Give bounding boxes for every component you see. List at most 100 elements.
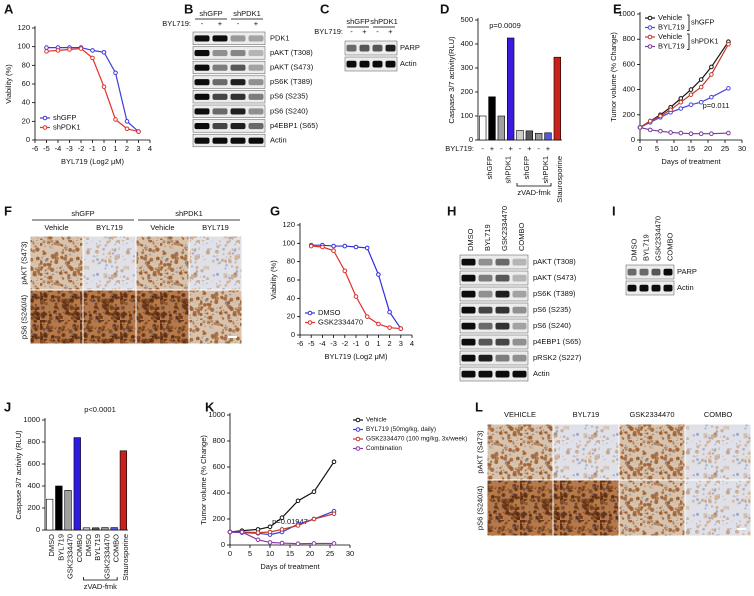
x-tick-label: -6 <box>297 339 304 348</box>
blot-row-label: Actin <box>400 59 417 68</box>
micrograph <box>189 290 242 344</box>
x-tick-label: 1 <box>376 339 380 348</box>
y-tick-label: 100 <box>460 111 473 120</box>
band <box>346 44 357 52</box>
blot-strip <box>625 280 675 296</box>
blot-row-label: pS6 (S240) <box>533 321 571 330</box>
band <box>372 60 383 68</box>
legend-label: BYL719 (50mg/kg, daily) <box>366 426 436 433</box>
blot-row-label: pS6 (S235) <box>533 305 571 314</box>
y-tick-label: 600 <box>27 459 40 468</box>
y-tick-label: 200 <box>212 514 225 523</box>
point <box>387 325 392 330</box>
x-tick-label: 1 <box>113 144 117 153</box>
legend-label: shPDK1 <box>53 122 81 131</box>
point <box>709 94 714 100</box>
blot-strip <box>192 75 266 89</box>
point <box>78 46 84 51</box>
band <box>212 49 228 57</box>
point <box>113 70 118 76</box>
legend-marker <box>647 25 653 30</box>
x-tick-label: 0 <box>228 549 232 558</box>
panel-letter: L <box>475 399 483 414</box>
blot-strip <box>459 350 529 366</box>
band <box>230 49 246 57</box>
series-line <box>639 43 729 128</box>
rotated-label: Viability (%) <box>4 64 13 104</box>
rotated-label: Staurosporine <box>555 156 564 203</box>
legend-marker <box>42 115 48 121</box>
blot-strip <box>459 286 529 302</box>
rotated-label: COMBO <box>75 534 84 563</box>
point <box>101 49 107 55</box>
x-tick-label: 0 <box>102 144 106 153</box>
legend-bracket <box>687 33 690 50</box>
panel-letter: B <box>184 1 193 16</box>
band <box>495 258 510 266</box>
band <box>461 370 476 378</box>
blot-strip <box>459 254 529 270</box>
lane-label: - <box>376 27 379 36</box>
bar <box>544 132 552 141</box>
band <box>461 322 476 330</box>
blot-strip <box>192 90 266 104</box>
legend-group-label: shGFP <box>691 18 714 27</box>
legend-marker <box>307 320 313 325</box>
band <box>495 370 510 378</box>
point <box>376 321 381 327</box>
blot-strip <box>459 302 529 318</box>
rotated-label: shGFP <box>522 156 531 179</box>
bar <box>82 527 91 531</box>
point <box>311 489 317 495</box>
point <box>331 243 336 249</box>
legend-marker <box>647 15 653 21</box>
band <box>512 354 527 362</box>
rotated-label: Caspase 3/7 activity (RLU) <box>14 430 23 520</box>
bar <box>507 37 515 141</box>
panel-letter: E <box>613 1 622 16</box>
blot-strip <box>459 318 529 334</box>
x-tick-label: 20 <box>306 549 314 558</box>
legend-label: Vehicle <box>366 417 387 424</box>
point <box>678 130 684 136</box>
bracket-label: zVAD-fmk <box>517 188 550 197</box>
micrograph <box>136 290 189 344</box>
point <box>658 113 663 119</box>
blot-row-label: pAKT (S473) <box>533 273 577 282</box>
y-tick-label: 0 <box>36 525 40 534</box>
point <box>44 49 49 54</box>
bracket <box>83 577 118 581</box>
point <box>239 529 245 535</box>
x-axis-label: Days of treatment <box>260 562 320 571</box>
treatment-label: BYL719: <box>314 27 343 36</box>
point <box>668 130 673 135</box>
band <box>461 306 476 314</box>
point <box>398 326 404 331</box>
point <box>44 45 49 50</box>
band <box>478 258 493 266</box>
blot-row-label: PARP <box>400 43 420 52</box>
band <box>495 338 510 346</box>
point <box>267 529 273 535</box>
rotated-label: pS6 (S240/4) <box>475 485 484 530</box>
lane-label: - <box>350 27 353 36</box>
blot-strip <box>192 31 266 45</box>
point <box>353 244 359 250</box>
x-tick-label: 20 <box>704 144 712 153</box>
rotated-label: DMSO <box>466 228 475 251</box>
y-tick-label: 40 <box>287 293 295 302</box>
y-tick-label: 800 <box>212 436 225 445</box>
point <box>726 130 731 136</box>
y-tick-label: 1000 <box>618 9 635 18</box>
x-tick-label: -4 <box>55 144 62 153</box>
panel-letter: H <box>447 203 456 218</box>
rotated-label: BYL719 <box>93 534 102 561</box>
point <box>331 511 337 517</box>
y-tick-label: 100 <box>282 238 295 247</box>
point <box>342 268 348 274</box>
y-tick-label: 80 <box>287 257 295 266</box>
blot-strip <box>459 334 529 350</box>
legend-marker <box>307 310 313 316</box>
rotated-label: DMSO <box>47 534 56 557</box>
annotation: p=0.011 <box>703 101 730 110</box>
